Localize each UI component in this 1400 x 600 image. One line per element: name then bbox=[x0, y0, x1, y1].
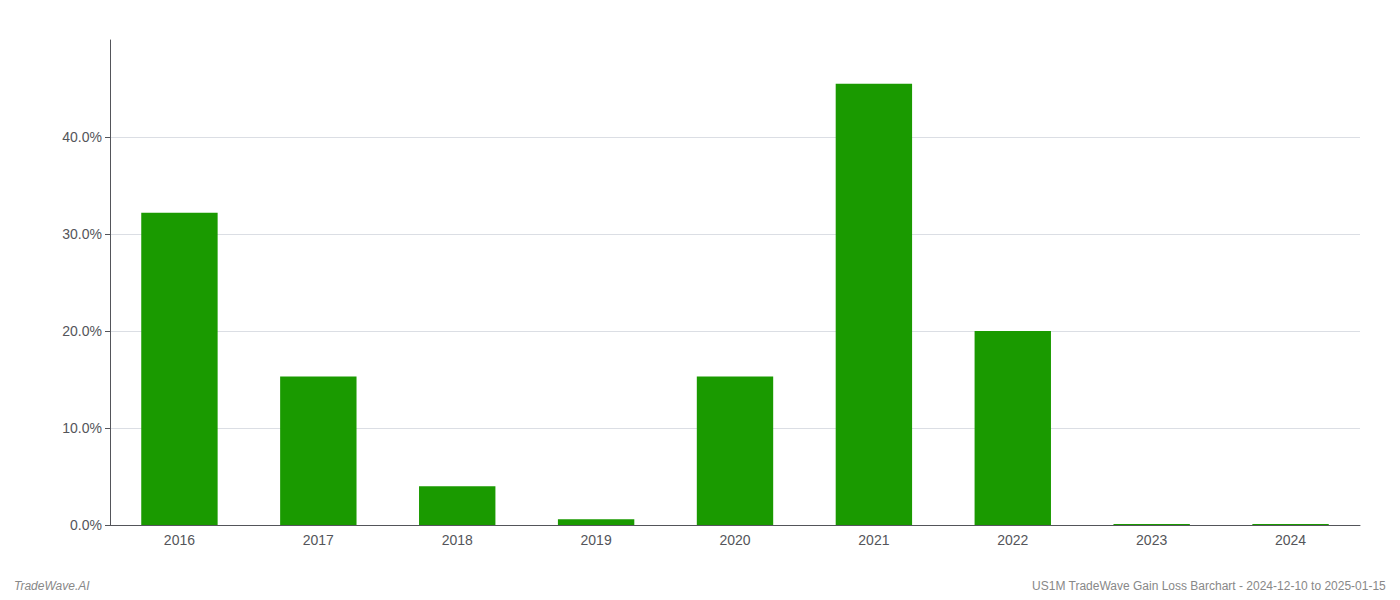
svg-text:US1M TradeWave Gain Loss Barch: US1M TradeWave Gain Loss Barchart - 2024… bbox=[1032, 579, 1386, 593]
svg-text:30.0%: 30.0% bbox=[62, 226, 102, 242]
svg-text:2016: 2016 bbox=[164, 532, 195, 548]
svg-text:2019: 2019 bbox=[581, 532, 612, 548]
svg-text:0.0%: 0.0% bbox=[70, 517, 102, 533]
svg-text:TradeWave.AI: TradeWave.AI bbox=[14, 579, 90, 593]
svg-text:2020: 2020 bbox=[719, 532, 750, 548]
svg-text:2017: 2017 bbox=[303, 532, 334, 548]
svg-text:2022: 2022 bbox=[997, 532, 1028, 548]
svg-text:2023: 2023 bbox=[1136, 532, 1167, 548]
svg-text:2018: 2018 bbox=[442, 532, 473, 548]
svg-text:2021: 2021 bbox=[858, 532, 889, 548]
svg-text:40.0%: 40.0% bbox=[62, 129, 102, 145]
svg-text:10.0%: 10.0% bbox=[62, 420, 102, 436]
svg-text:20.0%: 20.0% bbox=[62, 323, 102, 339]
svg-text:2024: 2024 bbox=[1275, 532, 1306, 548]
